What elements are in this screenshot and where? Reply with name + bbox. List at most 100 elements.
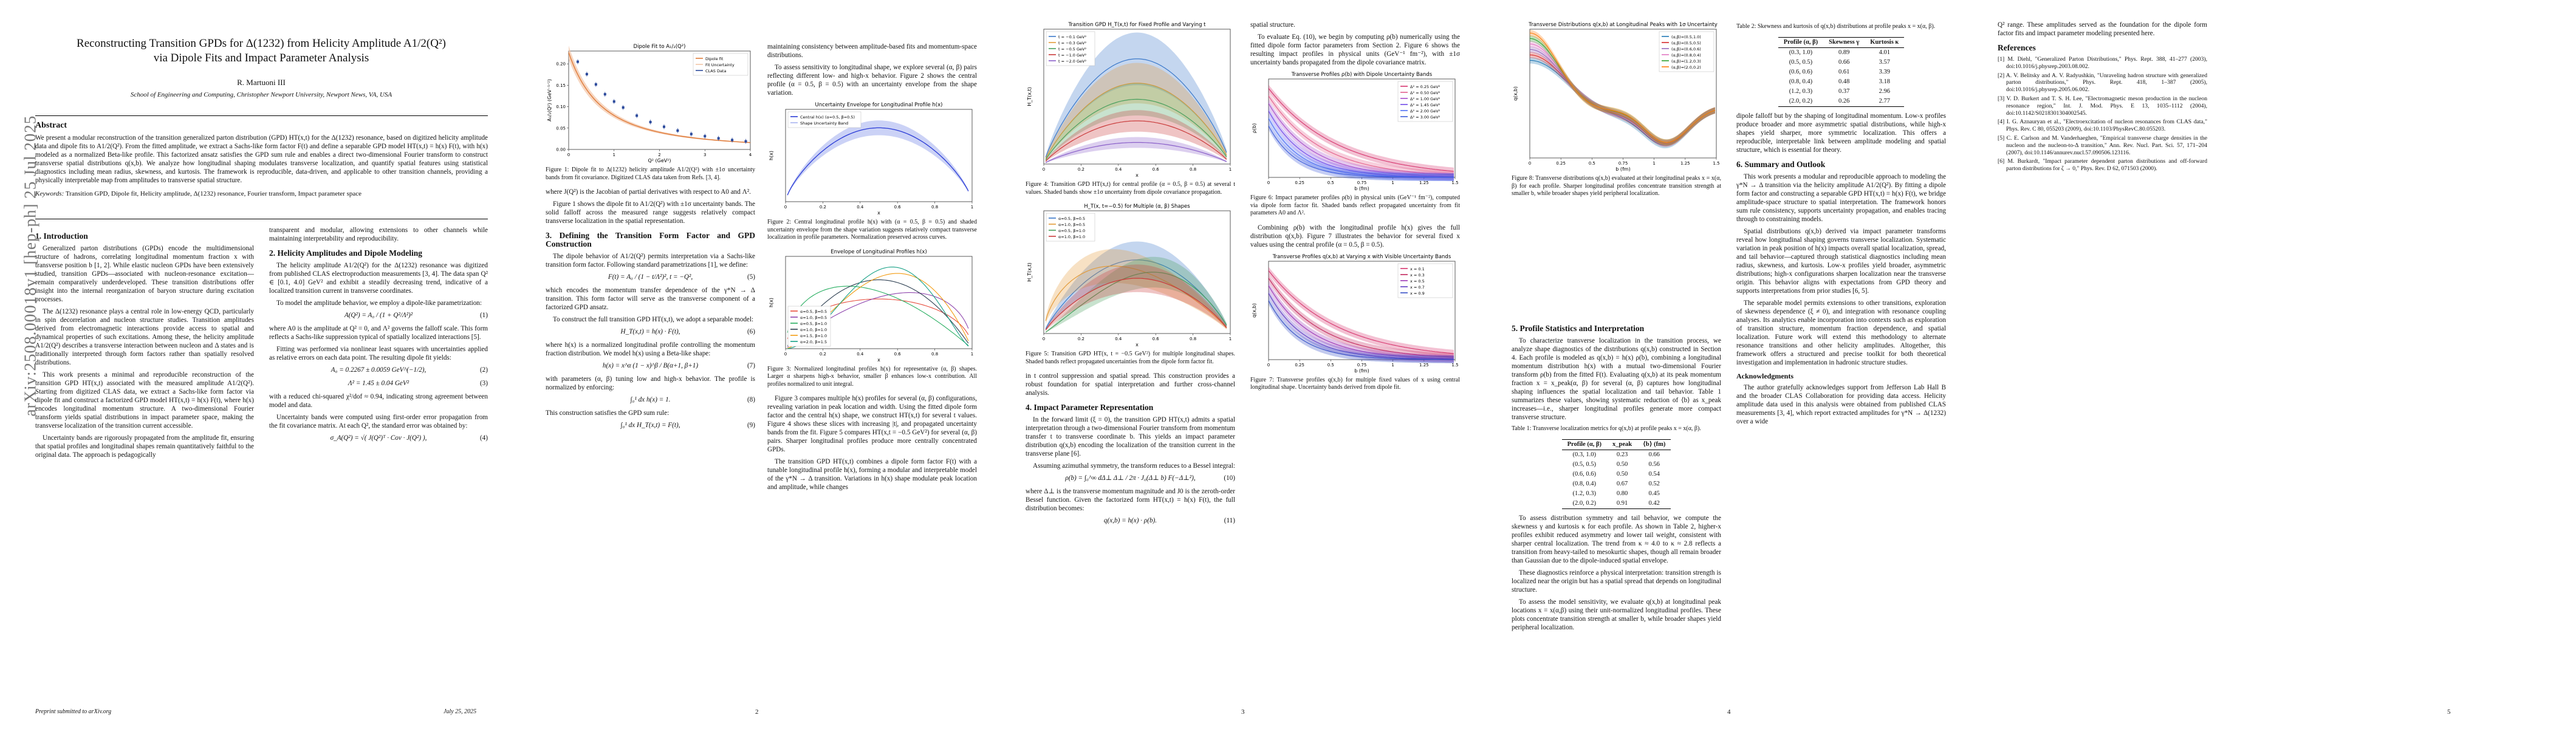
- y-axis-label: H_T(x,t): [1027, 87, 1032, 106]
- legend-entry: α=0.5, β=0.5: [1058, 216, 1085, 221]
- section-heading: References: [1998, 43, 2036, 52]
- data-point: [676, 129, 679, 132]
- column-9: Q² range. These amplitudes served as the…: [1998, 21, 2207, 174]
- gpd-line: [1045, 142, 1227, 163]
- figure-8-block: Transverse Distributions q(x,b) at Longi…: [1512, 21, 1721, 204]
- legend-entry: Central h(x) (α=0.5, β=0.5): [800, 115, 855, 120]
- legend-entry: CLAS Data: [705, 69, 726, 74]
- paragraph: transparent and modular, allowing extens…: [269, 227, 488, 242]
- x-tick-label: 0.2: [820, 352, 826, 357]
- equation-5: F(t) = A₀ / (1 − t/Λ²)², t = −Q², (5): [546, 273, 755, 281]
- x-axis-label: b (fm): [1354, 186, 1369, 191]
- x-tick-label: 0.4: [1115, 167, 1122, 172]
- equation-number: (6): [747, 328, 755, 335]
- uncertainty-band: [1269, 84, 1454, 176]
- legend-entry: α=1.5, β=1.0: [800, 334, 827, 338]
- paragraph: To assess the model sensitivity, we eval…: [1512, 598, 1721, 631]
- figure-8-chart: Transverse Distributions q(x,b) at Longi…: [1512, 21, 1721, 173]
- x-tick-label: 1: [1229, 167, 1231, 172]
- chart-title: Dipole Fit to A₁/₂(Q²): [634, 44, 686, 50]
- uncertainty-band: [1269, 266, 1454, 357]
- x-tick-label: 0.6: [1153, 167, 1160, 172]
- table-cell: 0.91: [1616, 499, 1628, 507]
- legend-entry: α=0.5, β=0.5: [800, 309, 827, 314]
- page-1: arXiv:2508.00018v1 [hep-ph] 25 Jul 2025 …: [0, 0, 504, 729]
- y-axis-label: q(x,b): [1513, 86, 1518, 101]
- gpd-line: [1045, 272, 1227, 333]
- table-header: Kurtosis κ: [1870, 38, 1899, 46]
- equation-text: F(t) = A₀ / (1 − t/Λ²)², t = −Q²,: [608, 273, 693, 281]
- data-point: [731, 139, 734, 142]
- table-cell: 0.26: [1838, 97, 1850, 104]
- table-cell: 0.37: [1838, 87, 1850, 95]
- x-tick-label: 0.5: [1589, 161, 1595, 166]
- x-tick-label: 0.8: [931, 205, 938, 210]
- table-cell: 0.42: [1648, 499, 1660, 507]
- profile-line: [1268, 270, 1454, 354]
- x-tick-label: 1: [1391, 180, 1394, 185]
- legend-box: [1397, 81, 1453, 122]
- x-tick-label: 0.2: [820, 205, 826, 210]
- table-cell: (0.6, 0.6): [1572, 470, 1597, 477]
- paragraph: spatial structure.: [1250, 21, 1295, 29]
- table-row: (0.8, 0.4) 0.48 3.18: [1778, 77, 1905, 87]
- y-axis-label: H_T(x,t): [1027, 262, 1032, 282]
- data-point: [704, 135, 707, 138]
- paragraph: This work presents a modular and reprodu…: [1736, 173, 1946, 223]
- chart-title: Transverse Profiles q(x,b) at Varying x …: [1272, 254, 1451, 260]
- chart-title: Transition GPD H_T(x,t) for Fixed Profil…: [1067, 22, 1206, 28]
- equation-8: ∫₀¹ dx h(x) = 1. (8): [546, 395, 755, 404]
- x-tick-label: 1.5: [1451, 180, 1458, 185]
- profile-line: [1268, 111, 1454, 177]
- data-point: [635, 114, 639, 117]
- table-cell: 2.77: [1879, 97, 1890, 104]
- profile-line: [1268, 103, 1454, 177]
- uncertainty-band: [1269, 289, 1454, 363]
- paragraph: The author gratefully acknowledges suppo…: [1736, 383, 1946, 425]
- profile-line: [1268, 300, 1454, 360]
- profile-line: [1529, 32, 1716, 143]
- equation-text: ρ(b) = ∫₀^∞ dΔ⊥ Δ⊥ / 2π · J₀(Δ⊥ b) F(−Δ⊥…: [1065, 474, 1196, 482]
- legend-entry: α=1.0, β=0.5: [800, 315, 827, 320]
- figure-caption: Figure 6: Impact parameter profiles ρ(b)…: [1250, 194, 1460, 216]
- chart-title: Uncertainty Envelope for Longitudinal Pr…: [815, 102, 943, 108]
- legend-entry: Dipole fit: [705, 56, 724, 61]
- x-axis-label: x: [877, 357, 880, 363]
- paragraph: Uncertainty bands were computed using fi…: [269, 414, 488, 430]
- uncertainty-band: [1269, 99, 1454, 180]
- table-cell: (1.2, 0.3): [1789, 87, 1813, 95]
- legend-entry: (α,β)=(0.8,0.4): [1671, 53, 1701, 58]
- paragraph: Fitting was performed via nonlinear leas…: [269, 346, 488, 361]
- data-point: [717, 137, 720, 140]
- data-point: [649, 120, 652, 123]
- paragraph: These diagnostics reinforce a physical i…: [1512, 569, 1721, 594]
- legend-entry: Δ² = 3.00 GeV²: [1410, 115, 1440, 120]
- figure-caption: Figure 8: Transverse distributions q(x,b…: [1512, 175, 1721, 197]
- table-cell: 0.89: [1838, 49, 1850, 56]
- equation-4: σ_A(Q²) = √( J(Q²)ᵀ · Cov · J(Q²) ), (4): [269, 434, 488, 442]
- reference-item: [2] A. V. Belitsky and A. V. Radyushkin,…: [1998, 72, 2207, 94]
- data-point: [585, 73, 588, 76]
- x-tick-label: 0.25: [1295, 180, 1304, 185]
- abstract-text: We present a modular reconstruction of t…: [35, 134, 488, 184]
- uncertainty-band: [1046, 241, 1227, 330]
- legend-entry: t = −2.0 GeV²: [1058, 59, 1086, 64]
- x-tick-label: 0.6: [894, 205, 902, 210]
- equation-7: h(x) = x^α (1 − x)^β / B(α+1, β+1) (7): [546, 361, 755, 370]
- legend-entry: (α,β)=(0.5,1.0): [1671, 35, 1701, 39]
- column-4: maintaining consistency between amplitud…: [767, 43, 977, 495]
- x-tick-label: 3: [704, 152, 706, 157]
- reference-item: [6] M. Burkardt, "Impact parameter depen…: [1998, 158, 2207, 173]
- table-cell: (0.6, 0.6): [1789, 68, 1813, 75]
- reference-list: [1] M. Diehl, "Generalized Parton Distri…: [1998, 56, 2207, 173]
- profile-line: [1268, 125, 1454, 178]
- table-1: Profile (α, β) x_peak ⟨b⟩ (fm) (0.3, 1.0…: [1561, 439, 1671, 509]
- gpd-line: [1045, 259, 1227, 329]
- x-tick-label: 0.5: [1327, 180, 1334, 185]
- table-header: Skewness γ: [1829, 38, 1860, 46]
- legend-entry: Δ² = 0.25 GeV²: [1410, 84, 1440, 89]
- figure-2-chart: Uncertainty Envelope for Longitudinal Pr…: [767, 101, 977, 216]
- x-tick-label: 0.4: [857, 205, 864, 210]
- gpd-line: [1045, 58, 1227, 158]
- paragraph: This construction satisfies the GPD sum …: [546, 409, 670, 417]
